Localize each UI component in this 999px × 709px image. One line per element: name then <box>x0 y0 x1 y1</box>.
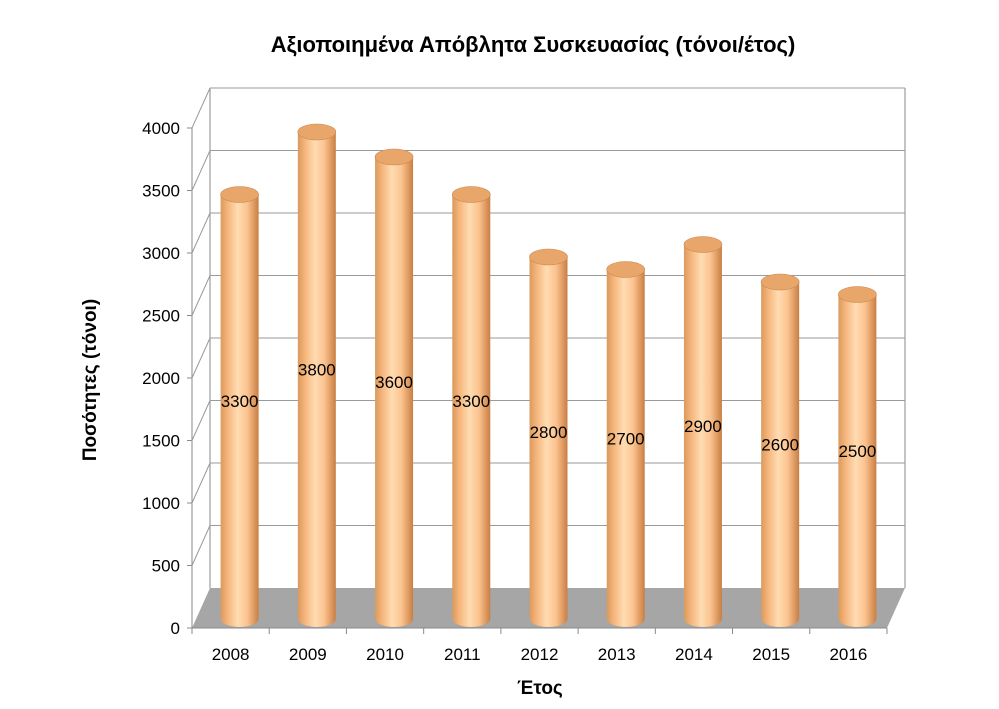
gridline-side <box>191 212 211 254</box>
gridline-side <box>191 400 211 441</box>
bar-top <box>606 261 646 278</box>
gridline-side <box>191 462 211 504</box>
gridline-side <box>191 87 211 129</box>
y-tick-label: 2500 <box>142 307 180 326</box>
bar-2009 <box>297 123 337 627</box>
data-label: 2900 <box>684 417 722 436</box>
y-tick-label: 1000 <box>142 494 180 513</box>
bar-top <box>760 273 800 291</box>
bar-top <box>220 186 259 203</box>
x-tick-label: 2016 <box>829 645 867 664</box>
data-label: 2800 <box>530 423 568 442</box>
bar-top <box>529 248 568 266</box>
bar-2016 <box>838 286 877 627</box>
bar-2010 <box>374 148 414 627</box>
y-tick-label: 500 <box>152 557 180 576</box>
bar-body <box>452 194 491 627</box>
bar-body <box>838 294 877 627</box>
y-axis-ticks: 0 500 1000 1500 2000 2500 3000 3500 4000 <box>142 119 192 638</box>
bars <box>220 123 877 627</box>
gridline-side <box>191 337 211 379</box>
x-tick-label: 2014 <box>675 645 713 664</box>
x-axis-title: Έτος <box>517 678 563 699</box>
bar-top <box>683 236 723 253</box>
x-tick-label: 2015 <box>752 645 790 664</box>
y-tick-label: 0 <box>171 619 180 638</box>
gridline-side <box>191 150 211 191</box>
bar-2013 <box>606 261 646 627</box>
y-tick-label: 4000 <box>142 119 180 138</box>
bar-2008 <box>220 186 259 627</box>
x-tick-label: 2009 <box>289 645 327 664</box>
bar-body <box>529 257 568 627</box>
data-label: 2500 <box>838 442 876 461</box>
x-tick-label: 2010 <box>366 645 404 664</box>
bar-2015 <box>760 273 800 627</box>
gridline-side <box>191 275 211 316</box>
bar-2011 <box>451 186 491 627</box>
x-tick-label: 2012 <box>521 645 559 664</box>
data-label: 3300 <box>221 392 259 411</box>
bar-top <box>451 186 491 203</box>
x-tick-label: 2011 <box>444 645 481 664</box>
bar-top <box>297 123 337 141</box>
bar-body <box>761 282 800 627</box>
data-label: 3800 <box>298 361 336 380</box>
y-tick-label: 1500 <box>142 432 180 451</box>
bar-body <box>375 157 414 627</box>
data-label: 2700 <box>607 429 645 448</box>
x-tick-label: 2008 <box>212 645 250 664</box>
bar-top <box>838 286 877 303</box>
bar-top <box>374 148 414 166</box>
data-label: 3600 <box>375 373 413 392</box>
gridline-side <box>191 525 211 566</box>
bar-body <box>297 132 336 627</box>
bar-2012 <box>529 248 568 627</box>
data-label: 3300 <box>452 392 490 411</box>
data-label: 2600 <box>761 436 799 455</box>
chart-title: Αξιοποιημένα Απόβλητα Συσκευασίας (τόνοι… <box>271 32 796 57</box>
x-tick-label: 2013 <box>598 645 636 664</box>
bar-body <box>220 194 259 627</box>
bar-body <box>683 244 722 627</box>
data-labels: 3300 3800 3600 3300 2800 2700 2900 2600 2500 <box>221 361 877 461</box>
y-tick-label: 3000 <box>142 244 180 263</box>
y-tick-label: 2000 <box>142 369 180 388</box>
bar-2014 <box>683 236 723 627</box>
x-axis-ticks: 2008 2009 2010 2011 2012 2013 2014 2015 2016 <box>191 627 888 664</box>
bar-body <box>606 269 645 627</box>
y-axis-title: Ποσότητες (τόνοι) <box>80 299 101 461</box>
y-tick-label: 3500 <box>142 182 180 201</box>
